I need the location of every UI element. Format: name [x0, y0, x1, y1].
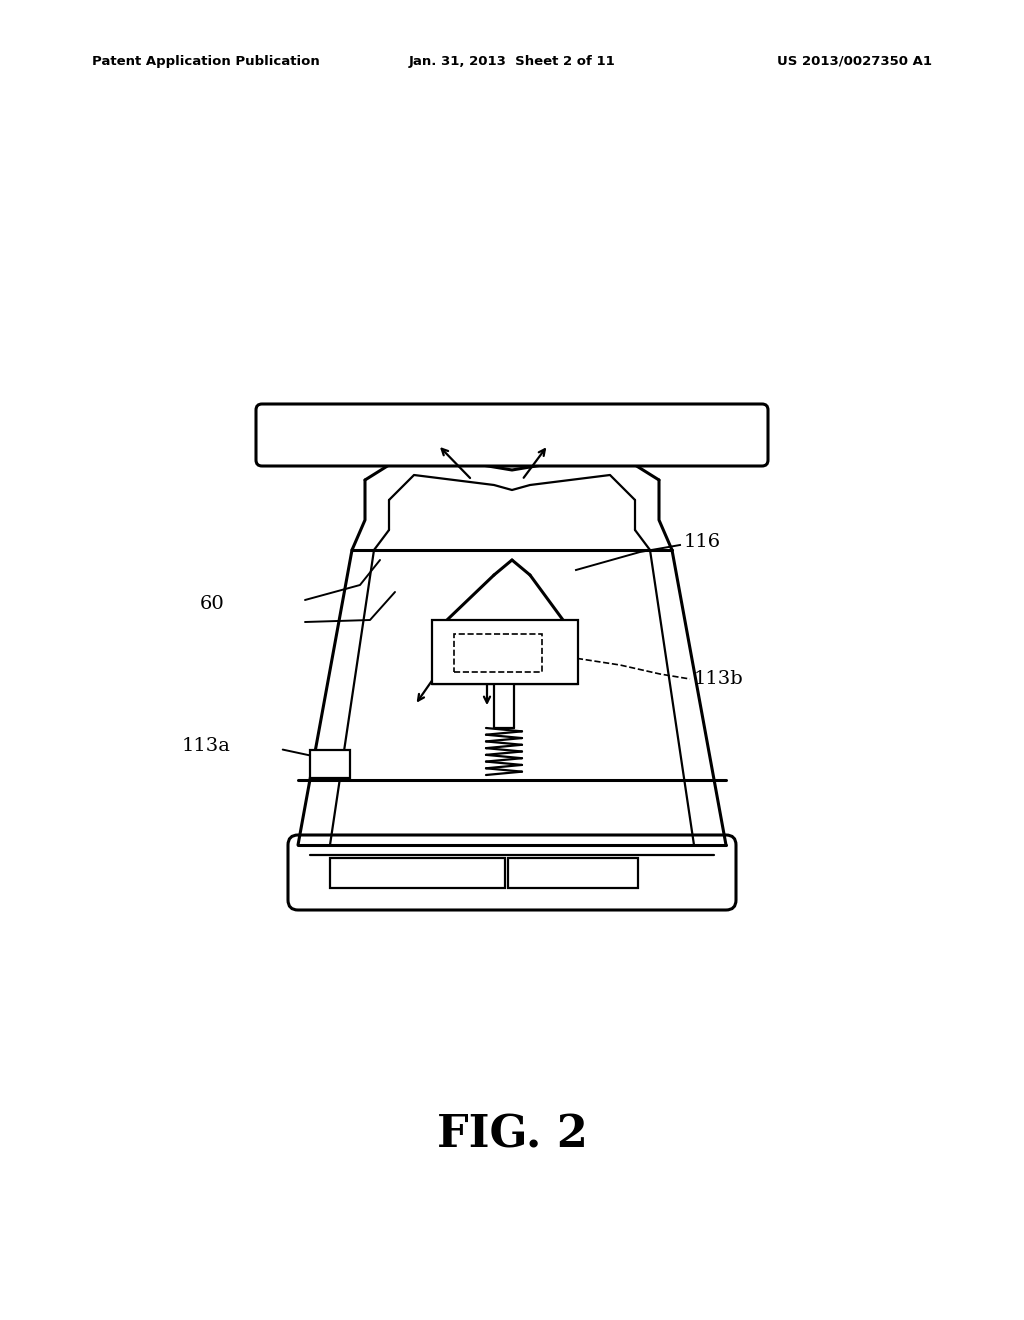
Text: 116: 116 [684, 533, 721, 550]
Text: 60: 60 [200, 595, 224, 612]
Bar [454, 634, 542, 672]
Bar [508, 858, 638, 888]
Bar [432, 620, 578, 684]
FancyBboxPatch shape [288, 836, 736, 909]
Text: FIG. 2: FIG. 2 [436, 1114, 588, 1156]
Text: Patent Application Publication: Patent Application Publication [92, 55, 319, 69]
Bar [330, 858, 505, 888]
FancyBboxPatch shape [256, 404, 768, 466]
Bar [310, 750, 350, 777]
Text: US 2013/0027350 A1: US 2013/0027350 A1 [777, 55, 932, 69]
Text: 113b: 113b [694, 671, 743, 688]
Text: 113a: 113a [182, 737, 230, 755]
Text: Jan. 31, 2013  Sheet 2 of 11: Jan. 31, 2013 Sheet 2 of 11 [409, 55, 615, 69]
